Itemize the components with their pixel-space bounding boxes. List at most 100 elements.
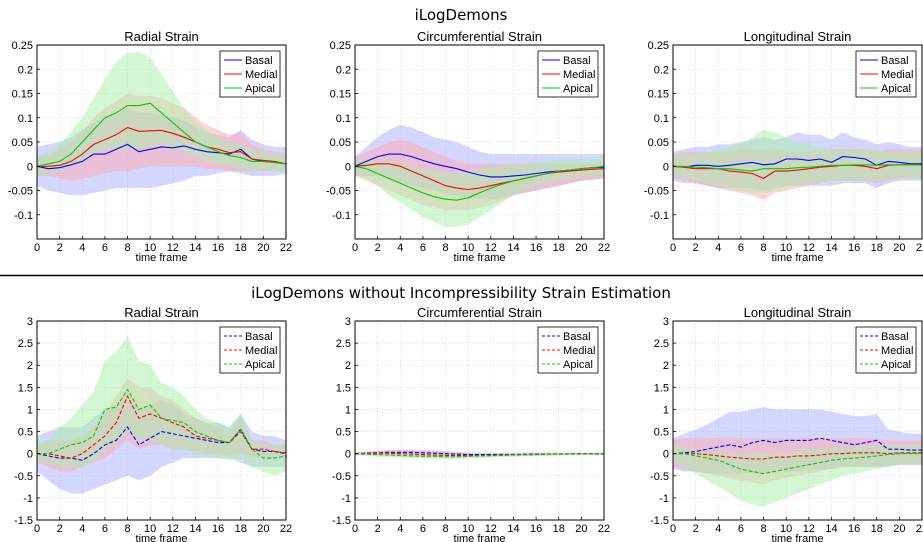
x-axis-label: time frame bbox=[136, 252, 188, 264]
y-tick-label: -1.5 bbox=[650, 515, 669, 527]
chart-panel: 0 2 4 6 8 10 12 14 16 18 20 22 -0.1 -0.05 0 0.05 0.1 0.15… bbox=[644, 29, 923, 264]
y-tick-label: 0.5 bbox=[18, 427, 33, 439]
x-tick-label: 0 bbox=[670, 523, 676, 535]
legend-label-medial: Medial bbox=[563, 69, 595, 81]
y-tick-label: 0 bbox=[345, 449, 351, 461]
x-tick-label: 14 bbox=[825, 242, 837, 254]
y-tick-label: -1.5 bbox=[14, 515, 33, 527]
x-tick-label: 16 bbox=[530, 242, 542, 254]
y-tick-label: 0.2 bbox=[654, 64, 669, 76]
x-tick-label: 4 bbox=[397, 523, 403, 535]
y-tick-label: -0.05 bbox=[8, 186, 33, 198]
legend-label-medial: Medial bbox=[881, 69, 913, 81]
series-line-apical bbox=[36, 102, 287, 167]
legend-label-medial: Medial bbox=[881, 345, 913, 357]
x-tick-label: 16 bbox=[530, 523, 542, 535]
y-tick-label: 0.1 bbox=[654, 113, 669, 125]
y-tick-label: 0.5 bbox=[336, 427, 351, 439]
legend-label-basal: Basal bbox=[881, 55, 909, 67]
y-tick-label: -0.5 bbox=[650, 471, 669, 483]
x-tick-label: 0 bbox=[352, 242, 358, 254]
x-tick-label: 10 bbox=[462, 523, 474, 535]
x-tick-label: 20 bbox=[893, 523, 905, 535]
x-tick-label: 4 bbox=[79, 242, 85, 254]
legend-label-basal: Basal bbox=[881, 331, 909, 343]
x-tick-label: 6 bbox=[420, 523, 426, 535]
legend: Basal Medial Apical bbox=[855, 326, 917, 374]
plots-container: 0 2 4 6 8 10 12 14 16 18 20 22-0.1-0.0500.050.10.15… bbox=[8, 29, 923, 542]
x-tick-label: 2 bbox=[57, 242, 63, 254]
y-tick-label: 0 bbox=[663, 449, 669, 461]
series-line-medial bbox=[37, 126, 287, 167]
y-tick-label: -0.5 bbox=[14, 471, 33, 483]
x-tick-label: 6 bbox=[738, 523, 744, 535]
x-tick-label: 18 bbox=[553, 523, 565, 535]
axes-box bbox=[672, 320, 923, 521]
y-tick-label: 3 bbox=[27, 316, 33, 328]
y-tick-label: -0.05 bbox=[644, 186, 669, 198]
y-tick-label: 0.25 bbox=[12, 40, 33, 52]
x-tick-label: 4 bbox=[715, 242, 721, 254]
band-apical bbox=[673, 444, 922, 507]
y-tick-label: 0.25 bbox=[648, 40, 669, 52]
x-tick-label: 6 bbox=[102, 523, 108, 535]
x-tick-label: 4 bbox=[397, 242, 403, 254]
y-tick-label: 0.05 bbox=[648, 137, 669, 149]
x-tick-label: 12 bbox=[485, 242, 497, 254]
x-tick-label: 18 bbox=[871, 242, 883, 254]
legend-label-apical: Apical bbox=[881, 83, 911, 95]
y-tick-label: 1.5 bbox=[654, 382, 669, 394]
x-tick-label: 16 bbox=[848, 523, 860, 535]
y-tick-label: -1 bbox=[341, 493, 351, 505]
legend: Basal Medial Apical bbox=[537, 326, 599, 374]
chart-panel: 0 2 4 6 8 10 12 14 16 18 20 22 -1.5 -1 -0.5 0 0.5 1 1.5 2 2.… bbox=[332, 305, 610, 542]
x-tick-label: 8 bbox=[442, 242, 448, 254]
chart-panel: 0 2 4 6 8 10 12 14 16 18 20 22 -1.5 -1 -0.5 0 0.5 1 1.5 2 2.… bbox=[650, 305, 923, 542]
y-tick-label: 2 bbox=[345, 360, 351, 372]
x-tick-label: 20 bbox=[893, 242, 905, 254]
x-tick-label: 22 bbox=[280, 523, 292, 535]
chart-panel: 0 2 4 6 8 10 12 14 16 18 20 22 -0.1 -0.05 0 0.05 0.1 0.15… bbox=[326, 29, 610, 264]
y-tick-label: 1.5 bbox=[336, 382, 351, 394]
legend-label-medial: Medial bbox=[245, 69, 277, 81]
legend: Basal Medial Apical bbox=[219, 50, 281, 98]
y-tick-label: 0 bbox=[27, 449, 33, 461]
x-tick-label: 0 bbox=[34, 523, 40, 535]
series-line-basal bbox=[672, 437, 922, 455]
x-tick-label: 20 bbox=[575, 523, 587, 535]
y-tick-label: -1.5 bbox=[332, 515, 351, 527]
band-apical bbox=[673, 129, 922, 193]
legend-label-apical: Apical bbox=[563, 359, 593, 371]
legend-label-basal: Basal bbox=[563, 331, 591, 343]
x-tick-label: 8 bbox=[760, 523, 766, 535]
x-tick-label: 22 bbox=[280, 242, 292, 254]
x-tick-label: 14 bbox=[189, 242, 201, 254]
legend: Basal Medial Apical bbox=[855, 50, 917, 98]
x-tick-label: 14 bbox=[507, 242, 519, 254]
x-axis-label: time frame bbox=[454, 533, 506, 542]
y-tick-label: -0.05 bbox=[326, 186, 351, 198]
axes-box bbox=[36, 320, 287, 521]
y-tick-label: 0 bbox=[663, 161, 669, 173]
series-line-apical bbox=[673, 164, 922, 172]
chart-panel: 0 2 4 6 8 10 12 14 16 18 20 22 -0.1 -0.05 0 0.05 0.1 0.15… bbox=[8, 29, 292, 264]
legend-label-medial: Medial bbox=[563, 345, 595, 357]
x-tick-label: 20 bbox=[257, 242, 269, 254]
legend-label-basal: Basal bbox=[245, 55, 273, 67]
y-tick-label: 1.5 bbox=[18, 382, 33, 394]
x-tick-label: 20 bbox=[575, 242, 587, 254]
legend-label-apical: Apical bbox=[245, 83, 275, 95]
x-tick-label: 22 bbox=[916, 523, 923, 535]
x-tick-label: 10 bbox=[144, 242, 156, 254]
y-tick-label: -0.1 bbox=[650, 210, 669, 222]
y-tick-label: 0.15 bbox=[12, 89, 33, 101]
x-tick-label: 10 bbox=[780, 523, 792, 535]
x-tick-label: 2 bbox=[375, 523, 381, 535]
y-tick-label: 0.15 bbox=[330, 89, 351, 101]
x-tick-label: 2 bbox=[693, 523, 699, 535]
series-line-apical bbox=[673, 453, 922, 475]
x-tick-label: 12 bbox=[167, 523, 179, 535]
legend-label-basal: Basal bbox=[245, 331, 273, 343]
y-tick-label: -1 bbox=[23, 493, 33, 505]
